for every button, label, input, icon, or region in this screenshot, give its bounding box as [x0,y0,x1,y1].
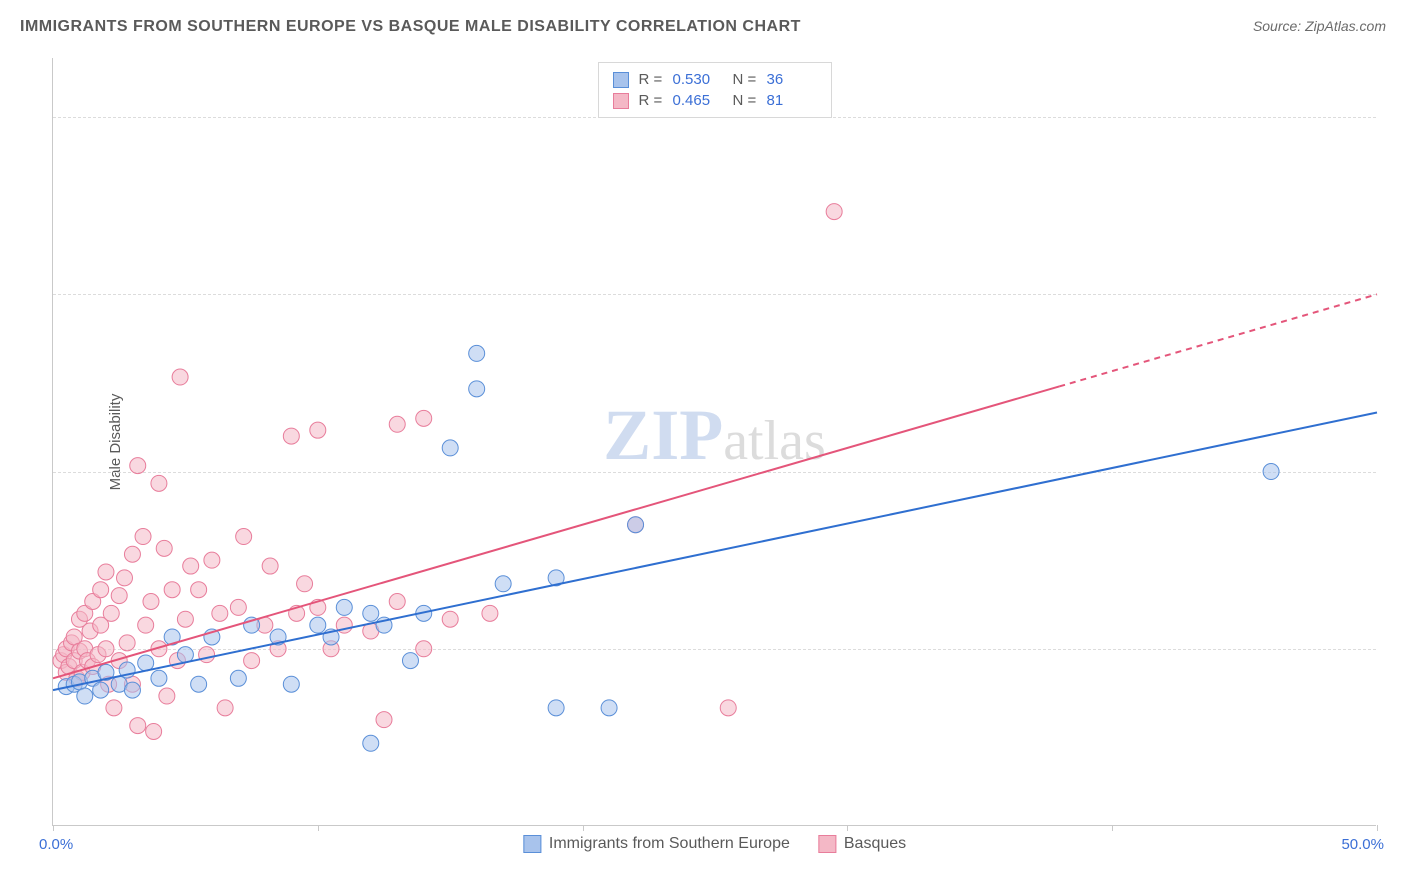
scatter-point-blue [77,688,93,704]
scatter-point-pink [93,582,109,598]
scatter-point-pink [119,635,135,651]
scatter-point-pink [159,688,175,704]
regression-line-pink-extrapolated [1059,294,1377,386]
scatter-point-blue [495,576,511,592]
legend-swatch-pink [818,835,836,853]
scatter-point-pink [106,700,122,716]
x-tick-mark [583,825,584,831]
scatter-point-blue [363,735,379,751]
x-tick-label-first: 0.0% [39,836,73,853]
scatter-point-blue [151,670,167,686]
scatter-point-pink [138,617,154,633]
scatter-point-pink [244,653,260,669]
scatter-point-blue [548,700,564,716]
scatter-point-pink [262,558,278,574]
legend-label-pink: Basques [844,835,906,853]
scatter-point-pink [442,611,458,627]
regression-line-pink [53,386,1059,678]
scatter-point-pink [146,723,162,739]
scatter-point-blue [469,345,485,361]
x-tick-mark [53,825,54,831]
regression-line-blue [53,412,1377,690]
x-tick-label-last: 50.0% [1341,836,1384,853]
legend-swatch-blue [523,835,541,853]
scatter-point-blue [469,381,485,397]
scatter-point-pink [482,605,498,621]
scatter-point-blue [601,700,617,716]
scatter-point-pink [98,641,114,657]
scatter-point-blue [336,599,352,615]
scatter-point-pink [103,605,119,621]
x-tick-mark [1377,825,1378,831]
scatter-point-pink [416,641,432,657]
chart-frame: Male Disability ZIPatlas 15.0%30.0%45.0%… [52,58,1376,826]
scatter-point-pink [212,605,228,621]
scatter-point-pink [135,529,151,545]
legend-item-pink: Basques [818,835,906,853]
scatter-point-pink [130,718,146,734]
scatter-point-pink [177,611,193,627]
scatter-point-pink [283,428,299,444]
scatter-point-blue [442,440,458,456]
scatter-point-pink [151,475,167,491]
scatter-point-pink [389,416,405,432]
scatter-point-blue [124,682,140,698]
scatter-point-pink [376,712,392,728]
scatter-point-pink [172,369,188,385]
scatter-point-pink [416,410,432,426]
scatter-point-pink [204,552,220,568]
x-tick-mark [318,825,319,831]
scatter-point-pink [826,204,842,220]
x-tick-mark [1112,825,1113,831]
scatter-point-pink [183,558,199,574]
scatter-point-pink [217,700,233,716]
scatter-point-blue [402,653,418,669]
scatter-point-pink [720,700,736,716]
scatter-point-pink [191,582,207,598]
scatter-point-pink [389,594,405,610]
scatter-point-pink [310,422,326,438]
scatter-point-pink [236,529,252,545]
scatter-point-blue [363,605,379,621]
scatter-point-pink [116,570,132,586]
scatter-point-pink [199,647,215,663]
x-tick-mark [847,825,848,831]
scatter-point-pink [164,582,180,598]
scatter-point-pink [130,458,146,474]
scatter-point-blue [283,676,299,692]
source-label: Source: ZipAtlas.com [1253,18,1386,34]
scatter-point-pink [124,546,140,562]
scatter-point-blue [628,517,644,533]
scatter-point-blue [230,670,246,686]
chart-title: IMMIGRANTS FROM SOUTHERN EUROPE VS BASQU… [20,18,801,36]
scatter-point-blue [1263,464,1279,480]
scatter-point-pink [111,588,127,604]
scatter-point-pink [230,599,246,615]
scatter-point-blue [93,682,109,698]
scatter-point-pink [297,576,313,592]
scatter-point-pink [143,594,159,610]
scatter-plot [53,58,1376,825]
scatter-point-pink [156,540,172,556]
scatter-point-blue [310,617,326,633]
legend-series: Immigrants from Southern Europe Basques [523,835,906,853]
legend-label-blue: Immigrants from Southern Europe [549,835,790,853]
scatter-point-pink [98,564,114,580]
legend-item-blue: Immigrants from Southern Europe [523,835,790,853]
scatter-point-blue [191,676,207,692]
